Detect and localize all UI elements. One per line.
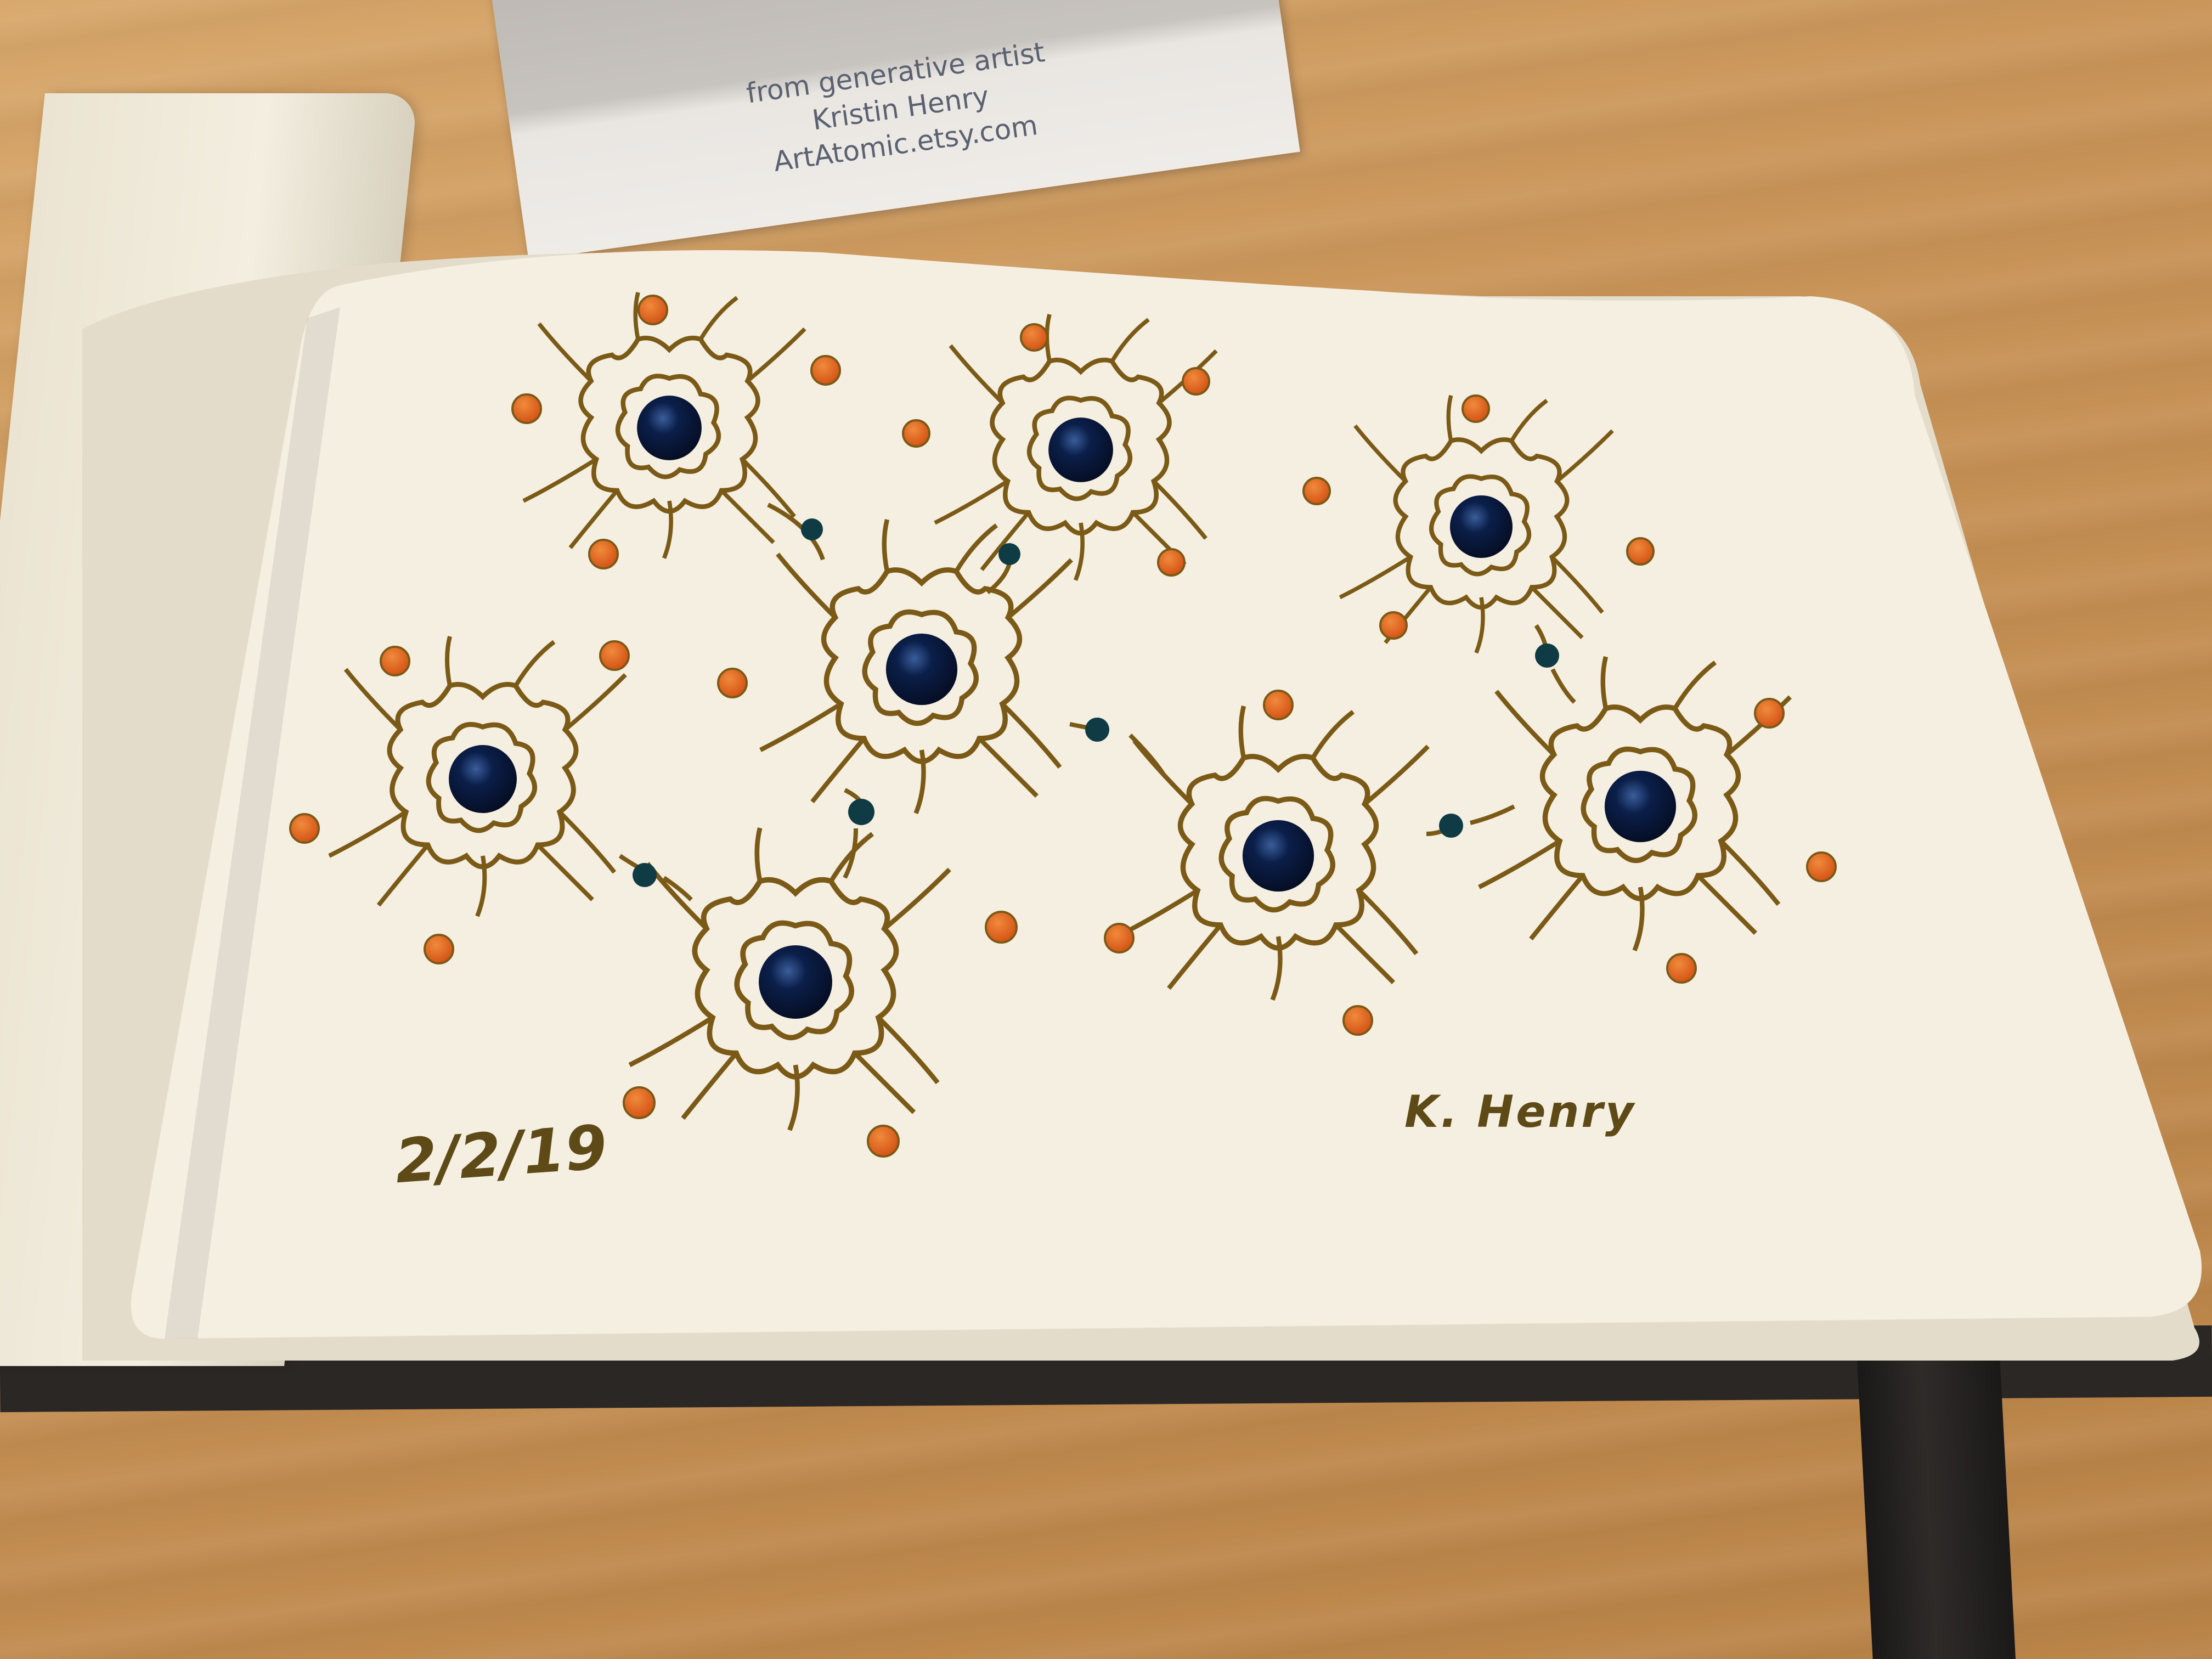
sketch-date: 2/2/19 — [393, 1111, 610, 1197]
artist-signature: K. Henry — [1404, 1086, 1636, 1137]
teal-dots — [633, 518, 1559, 887]
orange-dots — [289, 295, 1837, 1158]
right-page-paper — [131, 250, 2202, 1339]
